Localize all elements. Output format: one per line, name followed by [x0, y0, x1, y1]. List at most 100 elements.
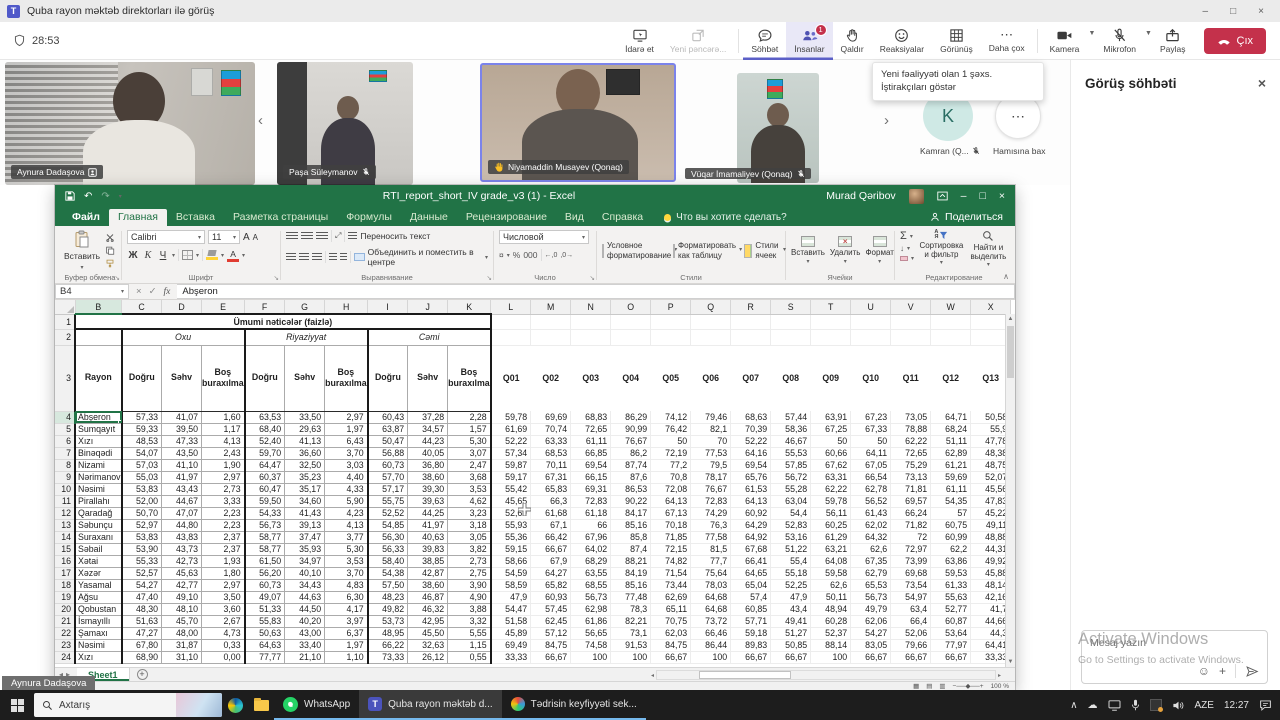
cell[interactable]: 56,11 [810, 507, 852, 520]
cell[interactable]: 71,82 [890, 519, 932, 532]
cell[interactable]: 59,87 [490, 459, 532, 472]
cell[interactable]: 53,83 [120, 483, 163, 496]
cell[interactable]: 52,25 [770, 579, 812, 592]
align-right-button[interactable] [312, 253, 323, 261]
cell[interactable] [650, 314, 692, 330]
cell[interactable]: 67,33 [850, 423, 892, 436]
save-icon[interactable] [65, 191, 75, 201]
ribbon-display-options-icon[interactable] [937, 191, 948, 201]
cell[interactable]: 64,02 [570, 543, 612, 556]
cell[interactable]: 59,69 [930, 471, 972, 484]
cell[interactable]: 1,60 [201, 411, 246, 424]
cell[interactable]: 60,28 [810, 615, 852, 628]
cell[interactable]: 44,25 [407, 507, 449, 520]
q-header-cell[interactable]: Q07 [742, 373, 759, 384]
cell[interactable]: 66,24 [890, 507, 932, 520]
cell[interactable]: 50,63 [243, 627, 286, 640]
cell[interactable]: 41,10 [161, 459, 203, 472]
cell[interactable]: 88,14 [810, 639, 852, 652]
cell[interactable]: 70 [690, 435, 732, 448]
paste-button[interactable]: Вставить [64, 251, 101, 261]
cell[interactable] [530, 329, 572, 346]
cell[interactable]: 54,97 [890, 591, 932, 604]
decrease-decimal-button[interactable]: ,0→ [560, 251, 574, 259]
cell[interactable]: 62,22 [890, 435, 932, 448]
select-all-corner[interactable] [55, 300, 76, 315]
sub-header-cell[interactable]: Boş buraxılma [201, 345, 246, 412]
cell[interactable]: 60,37 [243, 471, 286, 484]
q-header-cell[interactable]: Q01 [502, 373, 520, 384]
cell[interactable]: 1,90 [201, 459, 246, 472]
cell[interactable]: 79,66 [890, 639, 932, 652]
cell[interactable]: 63,33 [530, 435, 572, 448]
cell[interactable]: 34,57 [407, 423, 449, 436]
cell[interactable]: 100 [690, 651, 732, 664]
cell[interactable]: 69,57 [890, 495, 932, 508]
cell[interactable]: 72,97 [890, 543, 932, 556]
cell[interactable]: 60,99 [930, 531, 972, 544]
accounting-format-button[interactable]: ¤ [499, 250, 504, 260]
cell[interactable]: 62,06 [850, 615, 892, 628]
cell[interactable] [810, 329, 852, 346]
row-number[interactable]: 11 [55, 495, 76, 508]
cell[interactable]: 64,65 [730, 567, 772, 580]
cell[interactable]: 48,94 [810, 603, 852, 616]
cell-rayon[interactable]: Nəsimi [74, 483, 123, 496]
decrease-indent-button[interactable] [329, 253, 337, 261]
column-header-B[interactable]: B [75, 300, 123, 315]
cell[interactable]: 52,00 [120, 495, 163, 508]
cell[interactable]: 57,50 [366, 579, 409, 592]
cell[interactable]: 76,67 [690, 483, 732, 496]
cell[interactable]: 63,31 [810, 471, 852, 484]
cell[interactable]: 50,47 [366, 435, 409, 448]
leave-button[interactable]: Çıx [1203, 27, 1266, 54]
cell-rayon[interactable]: Yasamal [74, 579, 123, 592]
scroll-up-icon[interactable]: ▲ [1007, 316, 1014, 322]
cell-rayon[interactable]: Nəsimi [74, 639, 123, 652]
scroll-down-icon[interactable]: ▼ [1007, 659, 1014, 665]
cell[interactable]: 3,68 [447, 471, 492, 484]
cell[interactable]: 77,2 [650, 459, 692, 472]
column-header-O[interactable]: O [610, 300, 652, 315]
q-header-cell[interactable]: Q12 [942, 373, 959, 384]
format-cells-button[interactable]: Формат ▾ [865, 236, 894, 265]
cell[interactable]: 68,29 [570, 555, 612, 568]
cell[interactable]: 65,83 [530, 483, 572, 496]
cell[interactable]: 61,29 [810, 531, 852, 544]
sub-header-cell[interactable]: Doğru [366, 345, 409, 412]
cell[interactable]: 90,99 [610, 423, 652, 436]
excel-minimize-icon[interactable]: – [960, 190, 967, 202]
cell[interactable]: 66,4 [890, 615, 932, 628]
cell[interactable]: 63,87 [366, 423, 409, 436]
row-number[interactable]: 23 [55, 639, 76, 652]
cell[interactable]: 74,12 [650, 411, 692, 424]
start-button[interactable] [0, 690, 34, 720]
video-tile-vuqar[interactable] [737, 73, 819, 183]
share-button[interactable]: Paylaş [1152, 22, 1194, 60]
cell[interactable]: 60,47 [243, 483, 286, 496]
undo-icon[interactable]: ↶ [84, 190, 93, 202]
row-number[interactable]: 6 [55, 435, 76, 448]
cell[interactable]: 86,53 [610, 483, 652, 496]
cell[interactable]: 1,17 [201, 423, 246, 436]
cell[interactable]: 56,73 [850, 591, 892, 604]
cell[interactable]: 66,67 [730, 651, 772, 664]
cell[interactable]: 47,27 [120, 627, 163, 640]
cell[interactable]: 73,33 [366, 651, 409, 664]
cell[interactable]: 4,90 [447, 591, 492, 604]
tab-file[interactable]: Файл [72, 211, 100, 223]
conditional-formatting-button[interactable]: Условное форматирование ▾ [602, 241, 677, 260]
cell[interactable]: 86,44 [690, 639, 732, 652]
cell[interactable]: 66,3 [530, 495, 572, 508]
maximize-window-icon[interactable]: □ [1230, 5, 1237, 17]
cell[interactable]: 38,85 [407, 555, 449, 568]
cell[interactable] [690, 314, 732, 330]
q-header-cell[interactable]: Q08 [782, 373, 799, 384]
cell[interactable]: 53,90 [120, 543, 163, 556]
cell[interactable] [490, 314, 532, 330]
cell[interactable]: 1,80 [201, 567, 246, 580]
cell[interactable]: 64,29 [730, 519, 772, 532]
cell[interactable]: 59,70 [243, 447, 286, 460]
cell[interactable]: 55,03 [120, 471, 163, 484]
cell[interactable]: 67,1 [530, 519, 572, 532]
